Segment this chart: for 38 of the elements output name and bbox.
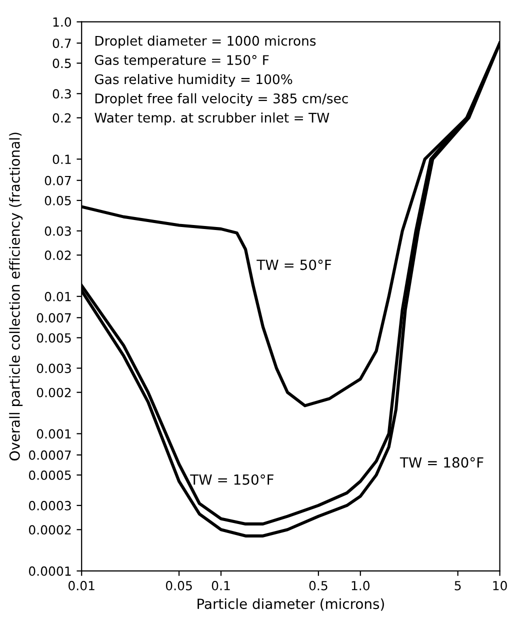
x-tick-label: 5	[454, 581, 461, 590]
y-tick-label: 0.0001	[28, 566, 71, 576]
annotation: Gas temperature = 150° F	[94, 55, 269, 68]
x-tick-label: 10	[493, 580, 507, 590]
y-axis-title: Overall particle collection efficiency (fractional)	[9, 132, 23, 460]
y-tick-label: 0.7	[52, 38, 71, 48]
y-tick-label: 0.05	[44, 196, 71, 206]
x-axis-title: Particle diameter (microns)	[198, 598, 384, 611]
y-tick-label: 0.02	[44, 250, 71, 260]
x-tick-label: 0.1	[212, 580, 230, 590]
y-tick-label: 0.003	[36, 364, 71, 374]
y-tick-label: 0.002	[36, 388, 71, 398]
y-tick-label: 0.005	[36, 333, 71, 343]
y-tick-label: 0.0005	[28, 470, 71, 480]
y-tick-label: 0.5	[52, 58, 71, 68]
y-tick-label: 0.03	[44, 226, 71, 236]
annotation: Gas relative humidity = 100%	[94, 74, 292, 87]
y-tick-label: 0.3	[52, 89, 71, 99]
annotation: Droplet free fall velocity = 385 cm/sec	[95, 93, 348, 106]
x-tick-label: 0.01	[68, 580, 94, 590]
y-tick-label: 0.001	[36, 429, 71, 439]
x-tick-label: 0.5	[309, 580, 328, 590]
annotation: Water temp. at scrubber inlet = TW	[94, 112, 330, 126]
y-tick-label: 0.1	[52, 154, 71, 164]
annotation: TW = 50°F	[256, 260, 332, 270]
y-tick-label: 0.0007	[28, 450, 71, 460]
y-tick-label: 0.01	[44, 292, 71, 302]
annotation: TW = 180°F	[400, 457, 484, 468]
y-tick-label: 0.007	[36, 313, 71, 323]
annotation: TW = 150°F	[190, 474, 274, 485]
x-tick-label: 0.05	[166, 580, 192, 590]
y-tick-label: 1.0	[53, 17, 72, 27]
x-tick-label: 1.0	[352, 580, 370, 590]
annotation: Droplet diameter = 1000 microns	[95, 36, 316, 48]
y-tick-label: 0.07	[44, 176, 71, 186]
y-tick-label: 0.0002	[28, 525, 71, 535]
y-tick-label: 0.0003	[28, 500, 71, 510]
y-tick-label: 0.2	[52, 113, 71, 123]
